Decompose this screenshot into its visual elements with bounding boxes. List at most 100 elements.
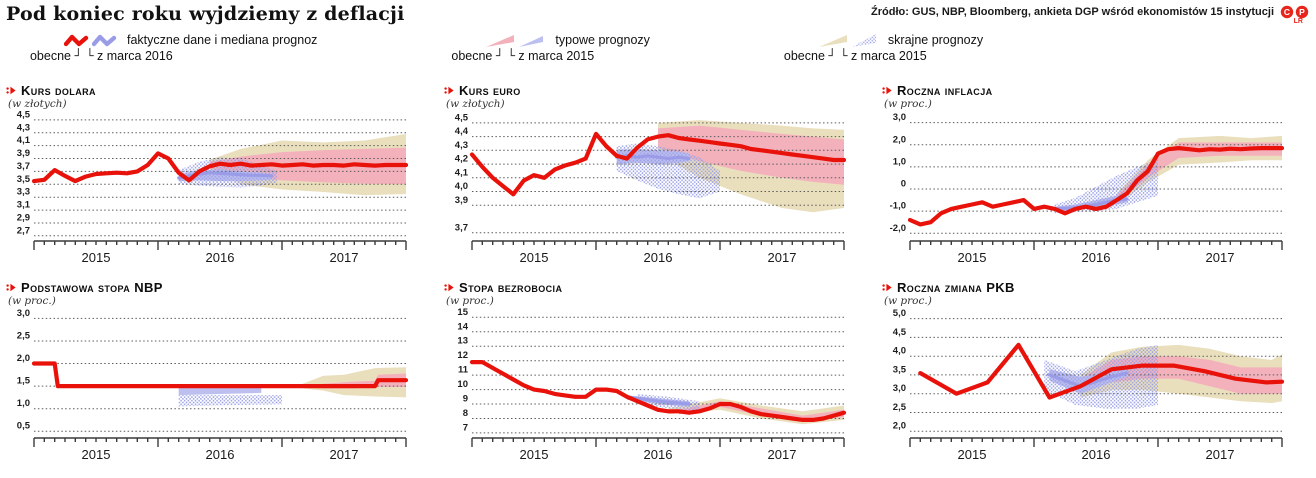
svg-text:2015: 2015 [958,250,987,265]
chart-plot: 15 14 13 12 11 10 9 8 7 2015 2016 2017 [440,307,876,471]
chart-plot: 4,5 4,3 4,1 3,9 3,7 3,5 3,3 3,1 2,9 2,7 2015 2016 20… [2,109,438,274]
legend-old-label: z marca 2015 [850,49,927,63]
source-block: Źródło: GUS, NBP, Bloomberg, ankieta DGP… [871,3,1310,25]
svg-text:4,5: 4,5 [455,112,469,123]
svg-text:0: 0 [901,179,906,190]
elbow-right-icon: ┘ [495,48,504,63]
svg-text:4,3: 4,3 [455,140,468,151]
svg-text:1,5: 1,5 [17,376,31,387]
svg-text:2016: 2016 [644,250,673,265]
svg-text:3,5: 3,5 [17,174,31,185]
svg-text:7: 7 [463,422,468,433]
chart-bullet-icon [6,283,16,292]
svg-text:-1,0: -1,0 [890,201,906,212]
legend-current-label: obecne [783,49,825,63]
actual-line-swatch-icon [64,34,89,47]
svg-text:2017: 2017 [330,250,359,265]
svg-text:1,0: 1,0 [17,398,30,409]
svg-text:C: C [1284,7,1290,17]
chart-title: Stopa bezrobocia [459,280,563,295]
extreme-band-swatch-icon [818,35,847,47]
chart-bullet-icon [444,283,454,292]
svg-text:8: 8 [463,408,468,419]
typical-band-swatch-icon [486,35,515,47]
svg-text:2017: 2017 [768,447,797,462]
page-title: Pod koniec roku wyjdziemy z deflacji [6,3,405,25]
svg-text:4,4: 4,4 [455,126,469,137]
chart-unemployment: Stopa bezrobocia (w proc.) 15 14 13 12 11 10 9… [440,280,876,471]
old-typical-band-swatch-icon [519,36,544,47]
legend-label: skrajne prognozy [887,33,984,47]
svg-text:3,3: 3,3 [17,187,30,198]
chart-unit: (w proc.) [884,98,932,110]
svg-text:3,5: 3,5 [893,364,907,375]
legend-group-median: faktyczne dane i mediana prognoz obecne … [6,33,317,77]
svg-text:2,0: 2,0 [17,353,30,364]
svg-text:P: P [1299,7,1305,17]
svg-text:4,5: 4,5 [893,327,907,338]
svg-text:15: 15 [457,308,468,318]
svg-text:3,9: 3,9 [455,195,468,206]
legend-group-extreme: skrajne prognozy obecne ┘ └ z marca 2015 [760,33,983,77]
svg-text:2016: 2016 [1082,447,1111,462]
chart-plot: 4,5 4,4 4,3 4,2 4,1 4,0 3,9 3,7 2015 2016 2017 [440,111,876,274]
svg-text:2017: 2017 [330,447,359,462]
svg-text:-2,0: -2,0 [890,223,906,234]
legend-label: faktyczne dane i mediana prognoz [127,33,318,47]
elbow-right-icon: ┘ [74,48,82,63]
elbow-left-icon: └ [86,48,94,63]
chart-unit: (w proc.) [446,295,494,307]
svg-text:2016: 2016 [1082,250,1111,265]
credit-initials: LR [1293,18,1303,25]
svg-text:2017: 2017 [1206,250,1235,265]
svg-text:4,3: 4,3 [17,122,30,133]
chart-bullet-icon [882,86,892,95]
svg-text:10: 10 [457,379,468,390]
chart-gdp: Roczna zmiana PKB (w proc.) 5,0 4,5 4,0 3,5… [878,280,1314,471]
svg-text:12: 12 [457,350,468,361]
svg-text:2015: 2015 [82,447,111,462]
svg-text:3,0: 3,0 [893,112,906,123]
elbow-left-icon: └ [839,48,848,63]
chart-title: Kurs euro [459,83,521,98]
svg-text:4,1: 4,1 [455,167,469,178]
chart-inflation: Roczna inflacja (w proc.) 3,0 2,0 1,0 0 -1,0… [878,83,1314,274]
svg-text:3,0: 3,0 [893,383,906,394]
svg-text:2,0: 2,0 [893,421,906,432]
svg-text:2015: 2015 [82,250,111,265]
legend-current-label: obecne [29,49,71,63]
chart-title: Podstawowa stopa NBP [21,280,163,295]
legend-group-typical: typowe prognozy obecne ┘ └ z marca 2015 [427,33,650,77]
old-extreme-band-swatch-icon [851,34,876,47]
svg-text:4,1: 4,1 [17,135,31,146]
svg-text:2015: 2015 [520,447,549,462]
svg-text:2017: 2017 [768,250,797,265]
chart-title: Roczna inflacja [897,83,993,98]
chart-usd: Kurs dolara (w złotych) 4,5 4,3 4,1 3,9 3,7 3… [2,83,438,274]
legend: faktyczne dane i mediana prognoz obecne … [6,33,1316,77]
svg-text:2017: 2017 [1206,447,1235,462]
old-median-line-swatch-icon [92,34,117,47]
legend-old-label: z marca 2015 [518,49,595,63]
elbow-right-icon: ┘ [828,48,836,63]
svg-text:9: 9 [463,394,468,405]
svg-text:2016: 2016 [206,447,235,462]
svg-text:3,7: 3,7 [17,161,30,172]
chart-title: Kurs dolara [21,83,96,98]
charts-grid: Kurs dolara (w złotych) 4,5 4,3 4,1 3,9 3,7 3… [0,83,1316,471]
svg-text:4,2: 4,2 [455,154,468,165]
svg-text:3,1: 3,1 [17,200,31,211]
header: Pod koniec roku wyjdziemy z deflacji Źró… [0,0,1316,25]
svg-text:4,0: 4,0 [893,346,906,357]
svg-text:2015: 2015 [520,250,549,265]
svg-text:3,0: 3,0 [17,308,30,319]
legend-current-label: obecne [451,49,493,63]
svg-text:4,5: 4,5 [17,111,31,120]
svg-text:2016: 2016 [206,250,235,265]
svg-text:3,7: 3,7 [455,222,468,233]
legend-label: typowe prognozy [555,33,650,47]
chart-bullet-icon [882,283,892,292]
svg-text:1,0: 1,0 [893,156,906,167]
chart-plot: 3,0 2,0 1,0 0 -1,0 -2,0 2015 2016 2017 [878,111,1314,274]
svg-text:2,9: 2,9 [17,213,30,224]
